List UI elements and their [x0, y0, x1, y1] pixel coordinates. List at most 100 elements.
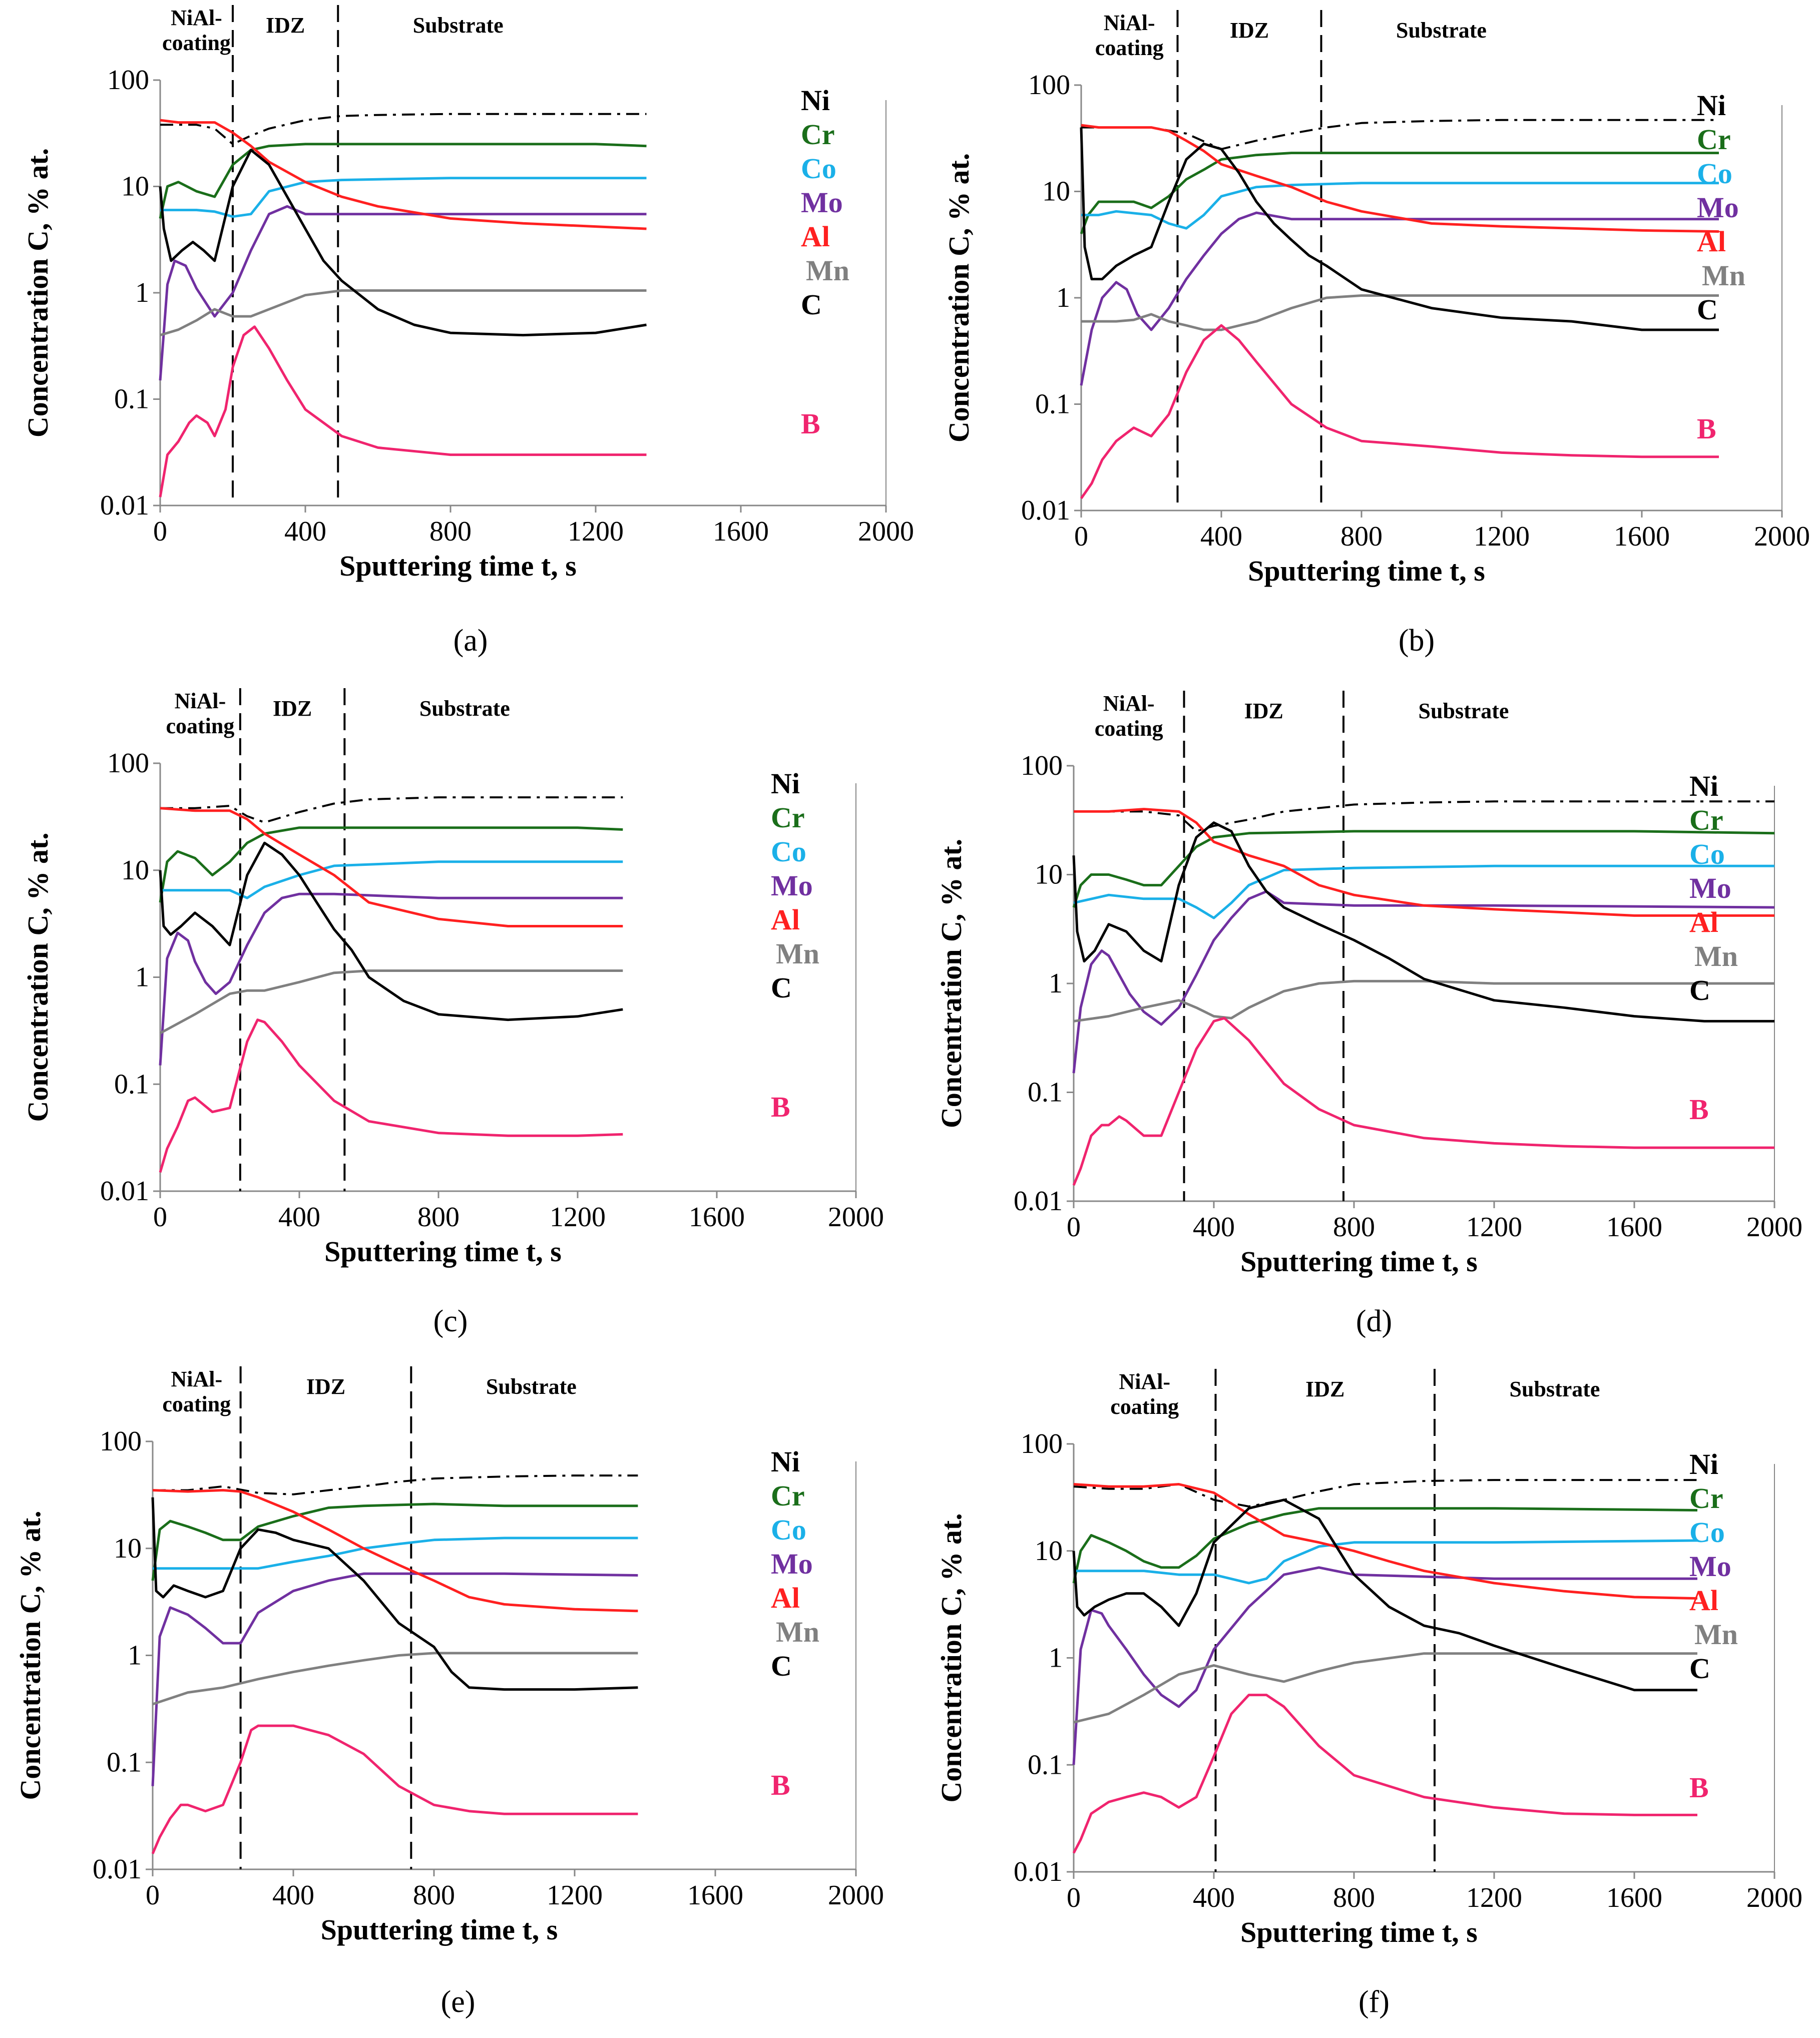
x-tick-label: 800 [1333, 1882, 1375, 1913]
y-tick-label: 0.1 [1028, 1749, 1063, 1780]
series-label-al: Al [771, 903, 800, 936]
chart-panel-a: 0.01 0.1 1 10 100 0 400 800 1200 1600 2000 Sputteri… [22, 5, 914, 658]
series-label-b: B [1689, 1771, 1709, 1804]
y-tick-label: 0.1 [114, 1069, 149, 1100]
x-tick-label: 1600 [1606, 1212, 1662, 1243]
y-tick-label: 10 [121, 171, 149, 202]
series-line-co [160, 860, 623, 899]
series-line-al [160, 119, 647, 230]
series-line-ni [160, 113, 647, 145]
series-label-al: Al [1689, 906, 1718, 938]
series-line-mo [159, 205, 647, 381]
y-tick-label: 0.1 [1035, 389, 1070, 420]
series-line-b [1072, 1016, 1774, 1186]
x-tick-label: 0 [1067, 1212, 1081, 1243]
series-label-c: C [1697, 293, 1718, 326]
panel-label: (a) [453, 624, 488, 658]
y-tick-label: 1 [1049, 968, 1063, 999]
y-axis-title: Concentration C, % at. [22, 148, 54, 437]
series-line-mn [159, 969, 623, 1035]
x-tick-label: 2000 [828, 1880, 884, 1911]
series-label-cr: Cr [801, 118, 835, 151]
series-label-mo: Mo [771, 869, 813, 902]
x-tick-label: 800 [429, 516, 472, 547]
region-coating-title-line2: coating [1095, 716, 1163, 741]
series-line-mn [1073, 979, 1774, 1023]
region-coating-title-line1: NiAl- [171, 1367, 222, 1391]
x-tick-label: 0 [146, 1880, 160, 1911]
x-tick-label: 2000 [1746, 1882, 1802, 1913]
series-line-cr [159, 826, 623, 903]
series-line-ni [160, 796, 623, 824]
y-tick-label: 0.01 [100, 1176, 149, 1207]
x-tick-label: 2000 [828, 1202, 884, 1233]
series-line-mn [1073, 1652, 1697, 1724]
series-label-co: Co [1689, 1516, 1725, 1549]
series-line-al [1074, 808, 1774, 917]
y-tick-label: 100 [107, 65, 149, 96]
series-label-ni: Ni [801, 84, 830, 117]
chart-panel-d: 0.01 0.1 1 10 100 0 400 800 1200 1600 2000 Sputteri… [935, 691, 1802, 1338]
x-tick-label: 400 [284, 516, 326, 547]
region-coating-title-line2: coating [1110, 1394, 1179, 1419]
region-coating-title-line2: coating [162, 31, 231, 55]
x-tick-label: 400 [1193, 1882, 1235, 1913]
y-tick-label: 100 [1028, 70, 1070, 101]
y-tick-label: 1 [128, 1640, 142, 1671]
x-tick-label: 1600 [1614, 521, 1670, 552]
x-tick-label: 1200 [1474, 521, 1530, 552]
y-tick-label: 0.01 [1014, 1856, 1063, 1887]
y-tick-label: 0.01 [1014, 1186, 1063, 1217]
region-coating-title-line1: NiAl- [171, 6, 222, 30]
series-line-c [159, 149, 647, 337]
series-label-mo: Mo [1689, 1550, 1731, 1583]
series-label-mo: Mo [801, 186, 843, 219]
y-tick-label: 10 [1035, 1536, 1063, 1567]
series-label-mo: Mo [1689, 872, 1731, 904]
series-line-co [153, 1537, 638, 1570]
x-axis-title: Sputtering time t, s [1240, 1245, 1478, 1278]
x-tick-label: 0 [1074, 521, 1088, 552]
series-label-cr: Cr [1697, 123, 1731, 156]
series-line-mo [151, 1572, 638, 1786]
region-idz-title: IDZ [1244, 699, 1283, 723]
series-line-cr [1080, 152, 1719, 234]
x-tick-label: 1600 [1606, 1882, 1662, 1913]
series-label-c: C [801, 288, 822, 321]
chart-panel-e: 0.01 0.1 1 10 100 0 400 800 1200 1600 2000 Sputteri… [14, 1366, 884, 2019]
series-label-mo: Mo [1697, 191, 1739, 224]
region-substrate-title: Substrate [1419, 699, 1509, 723]
y-tick-label: 1 [1056, 282, 1070, 313]
region-idz-title: IDZ [1305, 1377, 1344, 1401]
series-label-mo: Mo [771, 1548, 813, 1580]
series-line-al [1073, 1483, 1698, 1600]
x-tick-label: 0 [153, 1202, 167, 1233]
series-label-co: Co [771, 1513, 806, 1546]
y-tick-label: 100 [100, 1426, 142, 1457]
series-line-co [1073, 864, 1774, 919]
series-line-al [160, 807, 623, 927]
region-substrate-title: Substrate [1396, 18, 1487, 43]
series-label-ni: Ni [1689, 1448, 1718, 1480]
region-substrate-title: Substrate [1510, 1377, 1600, 1401]
series-line-mo [1072, 1566, 1697, 1765]
x-axis-title: Sputtering time t, s [1240, 1916, 1478, 1948]
series-line-mo [159, 892, 623, 1066]
series-line-al [1081, 124, 1719, 233]
series-label-al: Al [771, 1582, 800, 1614]
series-label-mn: Mn [776, 937, 819, 970]
series-line-c [159, 841, 623, 1022]
y-tick-label: 100 [107, 748, 149, 779]
series-line-b [1072, 1694, 1697, 1854]
x-tick-label: 2000 [858, 516, 914, 547]
series-line-b [159, 1018, 623, 1173]
series-line-cr [1072, 1507, 1698, 1584]
series-label-cr: Cr [1689, 1482, 1723, 1514]
x-tick-label: 400 [1193, 1212, 1235, 1243]
x-tick-label: 800 [1333, 1212, 1375, 1243]
y-tick-label: 100 [1021, 1428, 1063, 1459]
y-tick-label: 10 [114, 1533, 142, 1564]
x-axis-title: Sputtering time t, s [324, 1235, 562, 1268]
series-line-al [152, 1489, 638, 1613]
